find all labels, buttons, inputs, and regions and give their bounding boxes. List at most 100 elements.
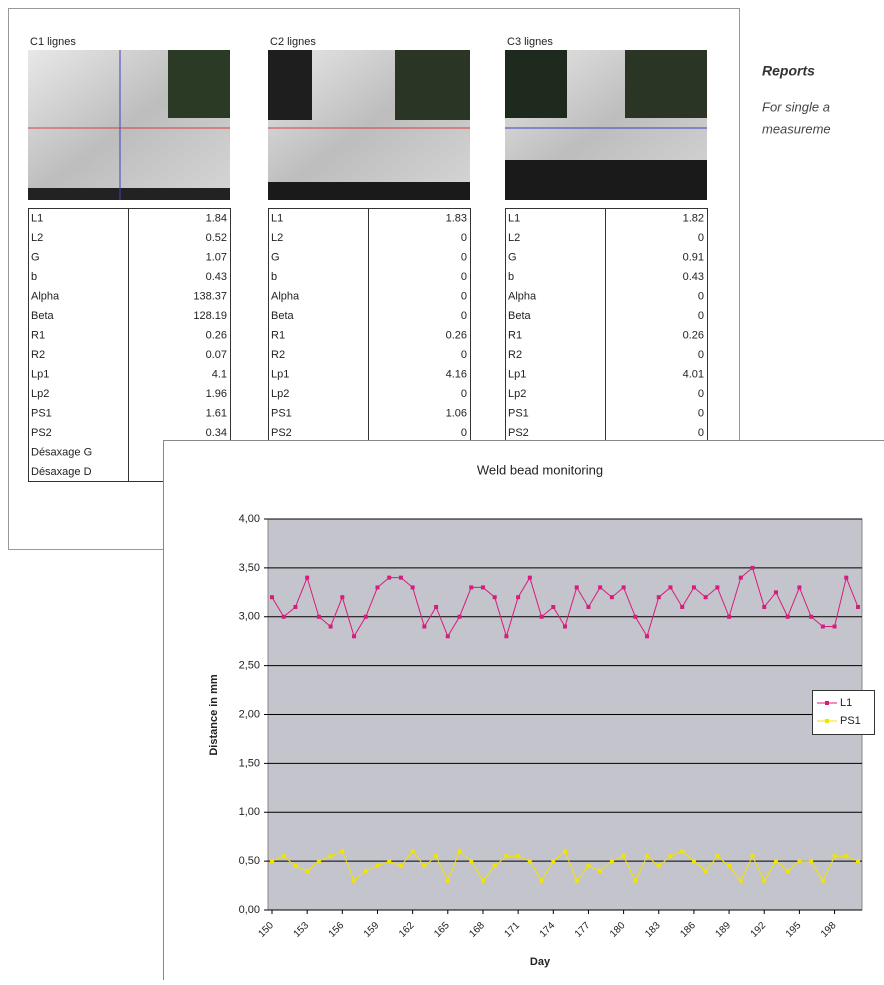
row-label: b — [31, 271, 37, 283]
row-value: 1.07 — [206, 252, 227, 264]
point — [422, 625, 426, 629]
point — [645, 634, 649, 638]
row-label: G — [31, 252, 40, 264]
legend-marker — [825, 701, 829, 705]
row-label: L2 — [271, 232, 283, 244]
row-value: 0 — [461, 349, 467, 361]
image-background — [268, 50, 312, 120]
image-background — [268, 182, 470, 200]
y-tick-label: 3,50 — [239, 562, 260, 574]
row-value: 0 — [461, 291, 467, 303]
panel-title: C2 lignes — [270, 36, 316, 48]
image-background — [625, 50, 707, 118]
row-value: 1.83 — [446, 213, 467, 225]
row-value: 1.06 — [446, 408, 467, 420]
point — [364, 615, 368, 619]
point — [340, 849, 344, 853]
row-label: Lp1 — [271, 369, 289, 381]
row-label: R2 — [508, 349, 522, 361]
point — [856, 605, 860, 609]
row-value: 4.1 — [212, 369, 227, 381]
row-value: 0 — [698, 310, 704, 322]
point — [586, 864, 590, 868]
point — [504, 634, 508, 638]
point — [458, 615, 462, 619]
point — [668, 854, 672, 858]
row-label: Lp2 — [31, 388, 49, 400]
point — [469, 859, 473, 863]
point — [399, 864, 403, 868]
table-border — [506, 209, 708, 443]
sidebar-text: measureme — [762, 121, 831, 136]
row-value: 1.82 — [683, 213, 704, 225]
point — [704, 869, 708, 873]
row-label: R2 — [31, 349, 45, 361]
point — [305, 576, 309, 580]
point — [293, 864, 297, 868]
row-label: Beta — [31, 310, 55, 322]
point — [692, 859, 696, 863]
row-label: L2 — [31, 232, 43, 244]
point — [270, 859, 274, 863]
point — [528, 576, 532, 580]
point — [657, 864, 661, 868]
row-label: R1 — [508, 330, 522, 342]
row-value: 0.34 — [206, 427, 227, 439]
point — [305, 869, 309, 873]
row-label: Beta — [508, 310, 532, 322]
point — [270, 595, 274, 599]
point — [727, 615, 731, 619]
point — [387, 859, 391, 863]
point — [715, 854, 719, 858]
row-value: 0 — [698, 388, 704, 400]
point — [774, 590, 778, 594]
point — [481, 585, 485, 589]
row-label: PS1 — [508, 408, 529, 420]
row-label: Lp2 — [271, 388, 289, 400]
point — [833, 625, 837, 629]
point — [739, 576, 743, 580]
row-value: 128.19 — [193, 310, 227, 322]
point — [809, 859, 813, 863]
point — [622, 585, 626, 589]
point — [516, 854, 520, 858]
row-label: G — [508, 252, 517, 264]
point — [282, 854, 286, 858]
row-value: 1.61 — [206, 408, 227, 420]
point — [493, 595, 497, 599]
x-axis-label: Day — [530, 956, 551, 968]
point — [786, 615, 790, 619]
point — [598, 585, 602, 589]
row-value: 0 — [461, 271, 467, 283]
image-background — [28, 188, 230, 200]
point — [645, 854, 649, 858]
legend-label: L1 — [840, 697, 852, 709]
point — [774, 859, 778, 863]
point — [727, 864, 731, 868]
point — [516, 595, 520, 599]
point — [364, 869, 368, 873]
row-value: 0.26 — [446, 330, 467, 342]
row-label: Lp1 — [508, 369, 526, 381]
row-value: 1.84 — [206, 213, 227, 225]
weld-images — [28, 50, 707, 200]
row-value: 0 — [698, 427, 704, 439]
point — [329, 625, 333, 629]
point — [680, 849, 684, 853]
y-tick-label: 0,50 — [239, 855, 260, 867]
row-value: 0.26 — [206, 330, 227, 342]
row-label: L1 — [508, 213, 520, 225]
row-value: 0.91 — [683, 252, 704, 264]
point — [610, 595, 614, 599]
point — [563, 625, 567, 629]
point — [657, 595, 661, 599]
row-label: Beta — [271, 310, 295, 322]
image-background — [505, 160, 707, 200]
row-value: 0.26 — [683, 330, 704, 342]
point — [797, 859, 801, 863]
y-tick-label: 2,00 — [239, 708, 260, 720]
point — [610, 859, 614, 863]
point — [844, 854, 848, 858]
y-tick-label: 1,00 — [239, 806, 260, 818]
